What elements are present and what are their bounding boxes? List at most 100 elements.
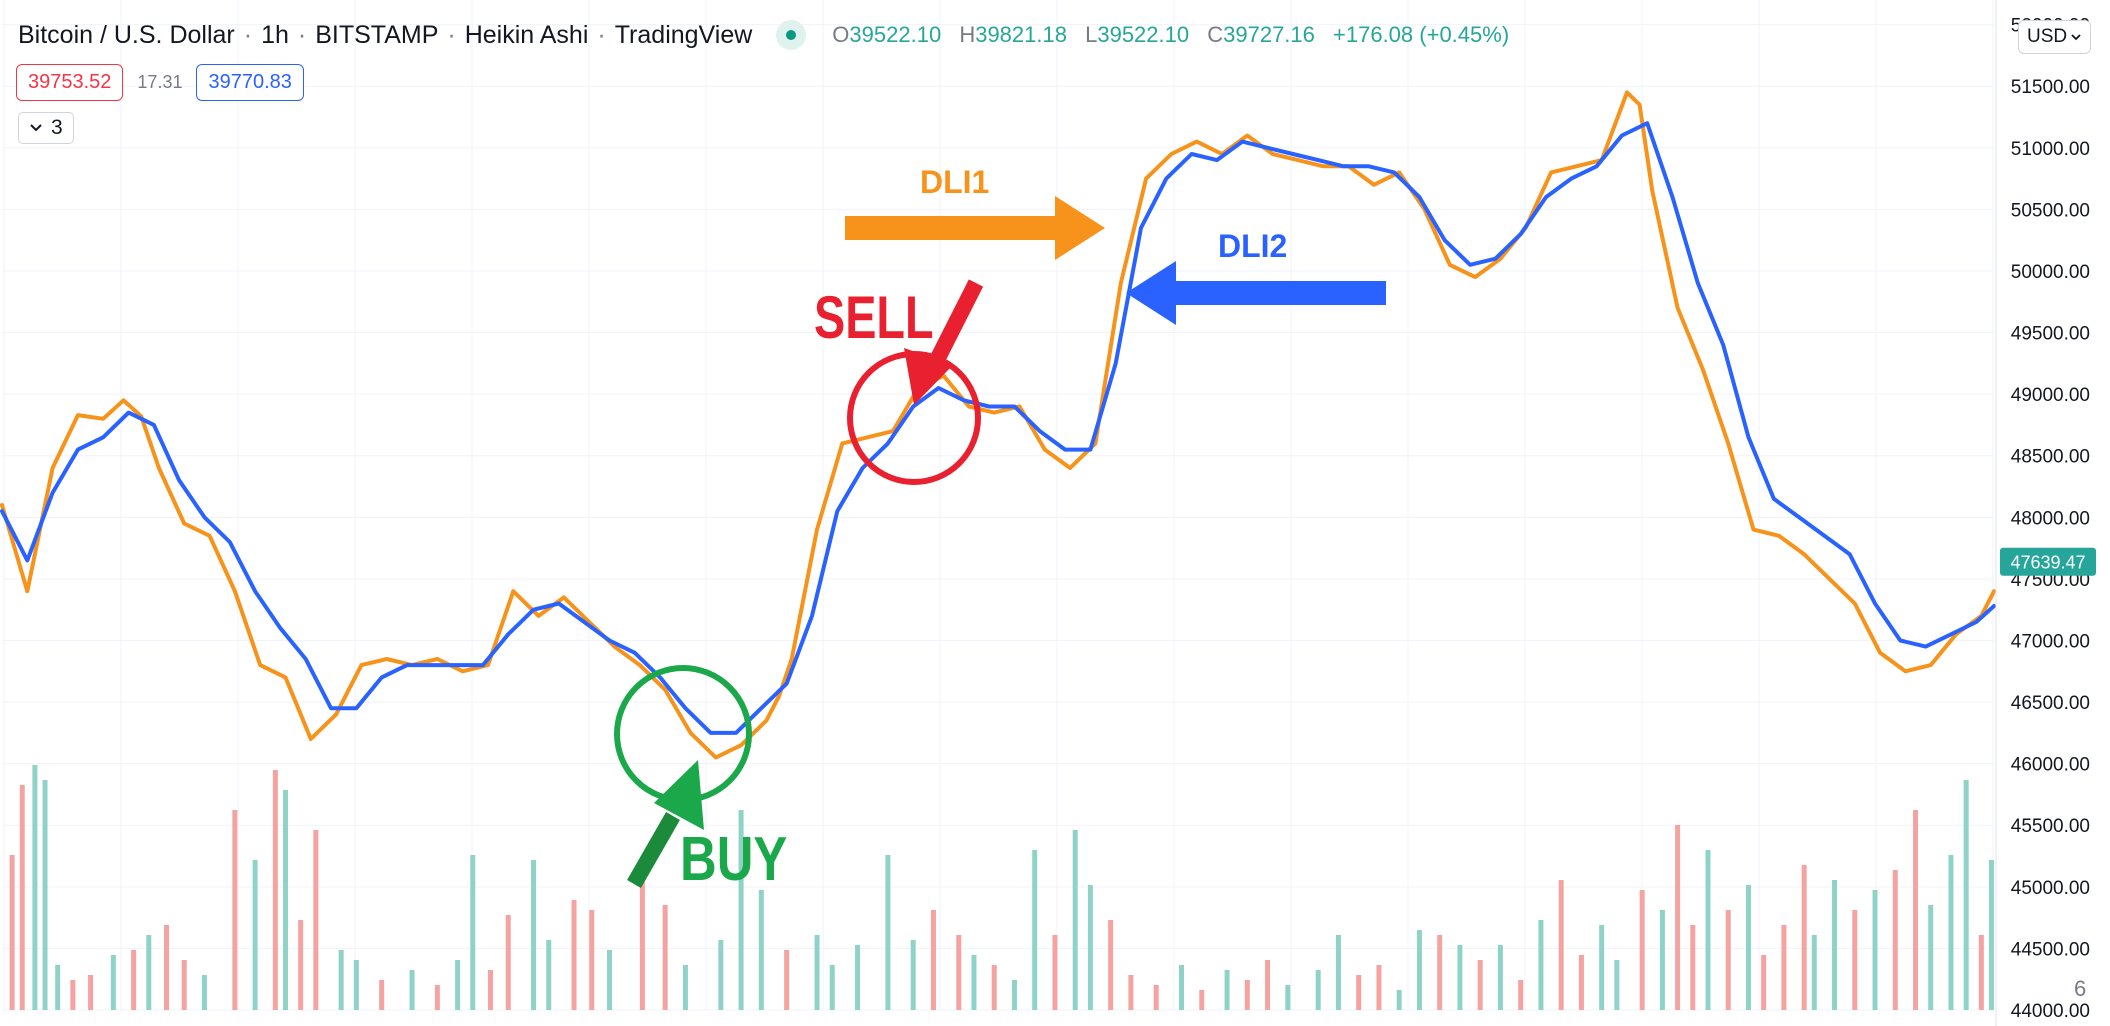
volume-bar <box>531 860 537 1010</box>
separator-dot: · <box>447 20 456 49</box>
volume-bar <box>1224 970 1230 1010</box>
sell-price-button[interactable]: 39753.52 <box>16 64 124 101</box>
interval-label[interactable]: 1h <box>261 20 289 49</box>
annotation-buy: BUY <box>614 665 787 894</box>
volume-bar <box>971 955 977 1010</box>
volume-bar <box>505 915 511 1010</box>
price-tick-label: 50500.00 <box>2011 200 2090 221</box>
price-tick-label: 47000.00 <box>2011 631 2090 652</box>
annotation-sell: SELL <box>814 279 984 485</box>
volume-bar <box>1913 810 1919 1010</box>
volume-bar <box>409 970 415 1010</box>
volume-bar <box>455 960 461 1010</box>
volume-bar <box>252 860 258 1010</box>
dli2-arrow-head <box>1126 261 1176 325</box>
volume-bar <box>589 910 595 1010</box>
price-tick-label: 44500.00 <box>2011 939 2090 960</box>
annotation-dli2: DLI2 <box>1126 228 1386 325</box>
price-tick-label: 46500.00 <box>2011 693 2090 714</box>
source-label: TradingView <box>614 20 753 49</box>
volume-bar <box>956 935 962 1010</box>
dli1-arrow-head <box>1055 196 1105 260</box>
volume-bar <box>682 965 688 1010</box>
volume-bar <box>1988 860 1994 1010</box>
volume-bar <box>930 910 936 1010</box>
volume-bar <box>1928 905 1934 1010</box>
bid-ask-row: 39753.52 17.31 39770.83 <box>16 64 304 101</box>
volume-bar <box>55 965 61 1010</box>
volume-bar <box>1801 865 1807 1010</box>
chevron-down-icon <box>30 124 42 132</box>
volume-bar <box>1558 880 1564 1010</box>
price-axis[interactable]: 52000.0051500.0051000.0050500.0050000.00… <box>1995 0 2110 1026</box>
volume-bar <box>272 770 278 1010</box>
sell-arrow-shaft <box>930 279 984 362</box>
price-tick-label: 45000.00 <box>2011 878 2090 899</box>
indicator-lines <box>0 90 1996 760</box>
volume-bar <box>1745 885 1751 1010</box>
close-key: C <box>1207 22 1224 47</box>
change-value: +176.08 (+0.45%) <box>1333 22 1510 47</box>
price-axis-background <box>1996 0 2110 1026</box>
volume-bar <box>19 785 25 1010</box>
volume-bar <box>1852 910 1858 1010</box>
volume-bar <box>1396 990 1402 1010</box>
chart-style-label[interactable]: Heikin Ashi <box>464 20 589 49</box>
volume-bar <box>718 940 724 1010</box>
buy-price-button[interactable]: 39770.83 <box>196 64 304 101</box>
volume-bar <box>1781 925 1787 1010</box>
spread-value: 17.31 <box>137 72 183 92</box>
price-tick-label: 50000.00 <box>2011 262 2090 283</box>
chart-grid <box>2 0 1994 1011</box>
sell-label: SELL <box>814 284 934 351</box>
volume-bar <box>282 790 288 1010</box>
indicators-toggle-button[interactable]: 3 <box>18 112 74 144</box>
currency-select[interactable]: USD <box>2018 20 2092 54</box>
volume-bar <box>201 975 207 1010</box>
volume-bar <box>738 810 744 1010</box>
volume-bar <box>1872 890 1878 1010</box>
volume-bar <box>164 925 170 1010</box>
volume-bar <box>1179 965 1185 1010</box>
live-market-dot-icon <box>776 20 807 50</box>
volume-bar <box>379 980 385 1010</box>
volume-bar <box>1978 935 1984 1010</box>
price-tick-label: 44000.00 <box>2011 1001 2090 1022</box>
symbol-name[interactable]: Bitcoin / U.S. Dollar <box>18 20 235 49</box>
volume-bar <box>131 950 137 1010</box>
volume-bar <box>1032 850 1038 1010</box>
volume-bar <box>470 855 476 1010</box>
separator-dot: · <box>297 20 307 49</box>
volume-bar <box>1578 955 1584 1010</box>
volume-bar <box>338 950 344 1010</box>
dli2-arrow-shaft <box>1170 281 1386 305</box>
volume-bar <box>1832 880 1838 1010</box>
volume-bar <box>1285 985 1291 1010</box>
volume-bar <box>70 980 76 1010</box>
volume-bar <box>1087 885 1093 1010</box>
volume-bar <box>546 940 552 1010</box>
pane-number: 6 <box>2074 976 2086 1001</box>
volume-bar <box>1892 870 1898 1010</box>
volume-bar <box>910 940 916 1010</box>
volume-bar <box>758 890 764 1010</box>
price-tick-label: 49500.00 <box>2011 324 2090 345</box>
volume-bar <box>313 830 319 1010</box>
volume-bar <box>42 780 48 1010</box>
volume-bar <box>1705 850 1711 1010</box>
price-tick-label: 51500.00 <box>2011 77 2090 98</box>
volume-bar <box>784 950 790 1010</box>
current-price-badge <box>2000 547 2096 576</box>
volume-bar <box>1376 965 1382 1010</box>
volume-bar <box>1335 935 1341 1010</box>
volume-bar <box>885 855 891 1010</box>
volume-bar <box>1199 990 1205 1010</box>
ohlc-readout: O39522.10 H39821.18 L39522.10 C39727.16 … <box>832 22 1509 48</box>
dli1-arrow-shaft <box>845 216 1060 240</box>
buy-arrow-head <box>654 760 704 830</box>
volume-bar <box>639 870 645 1010</box>
volume-bar <box>488 970 494 1010</box>
price-tick-label: 48000.00 <box>2011 508 2090 529</box>
